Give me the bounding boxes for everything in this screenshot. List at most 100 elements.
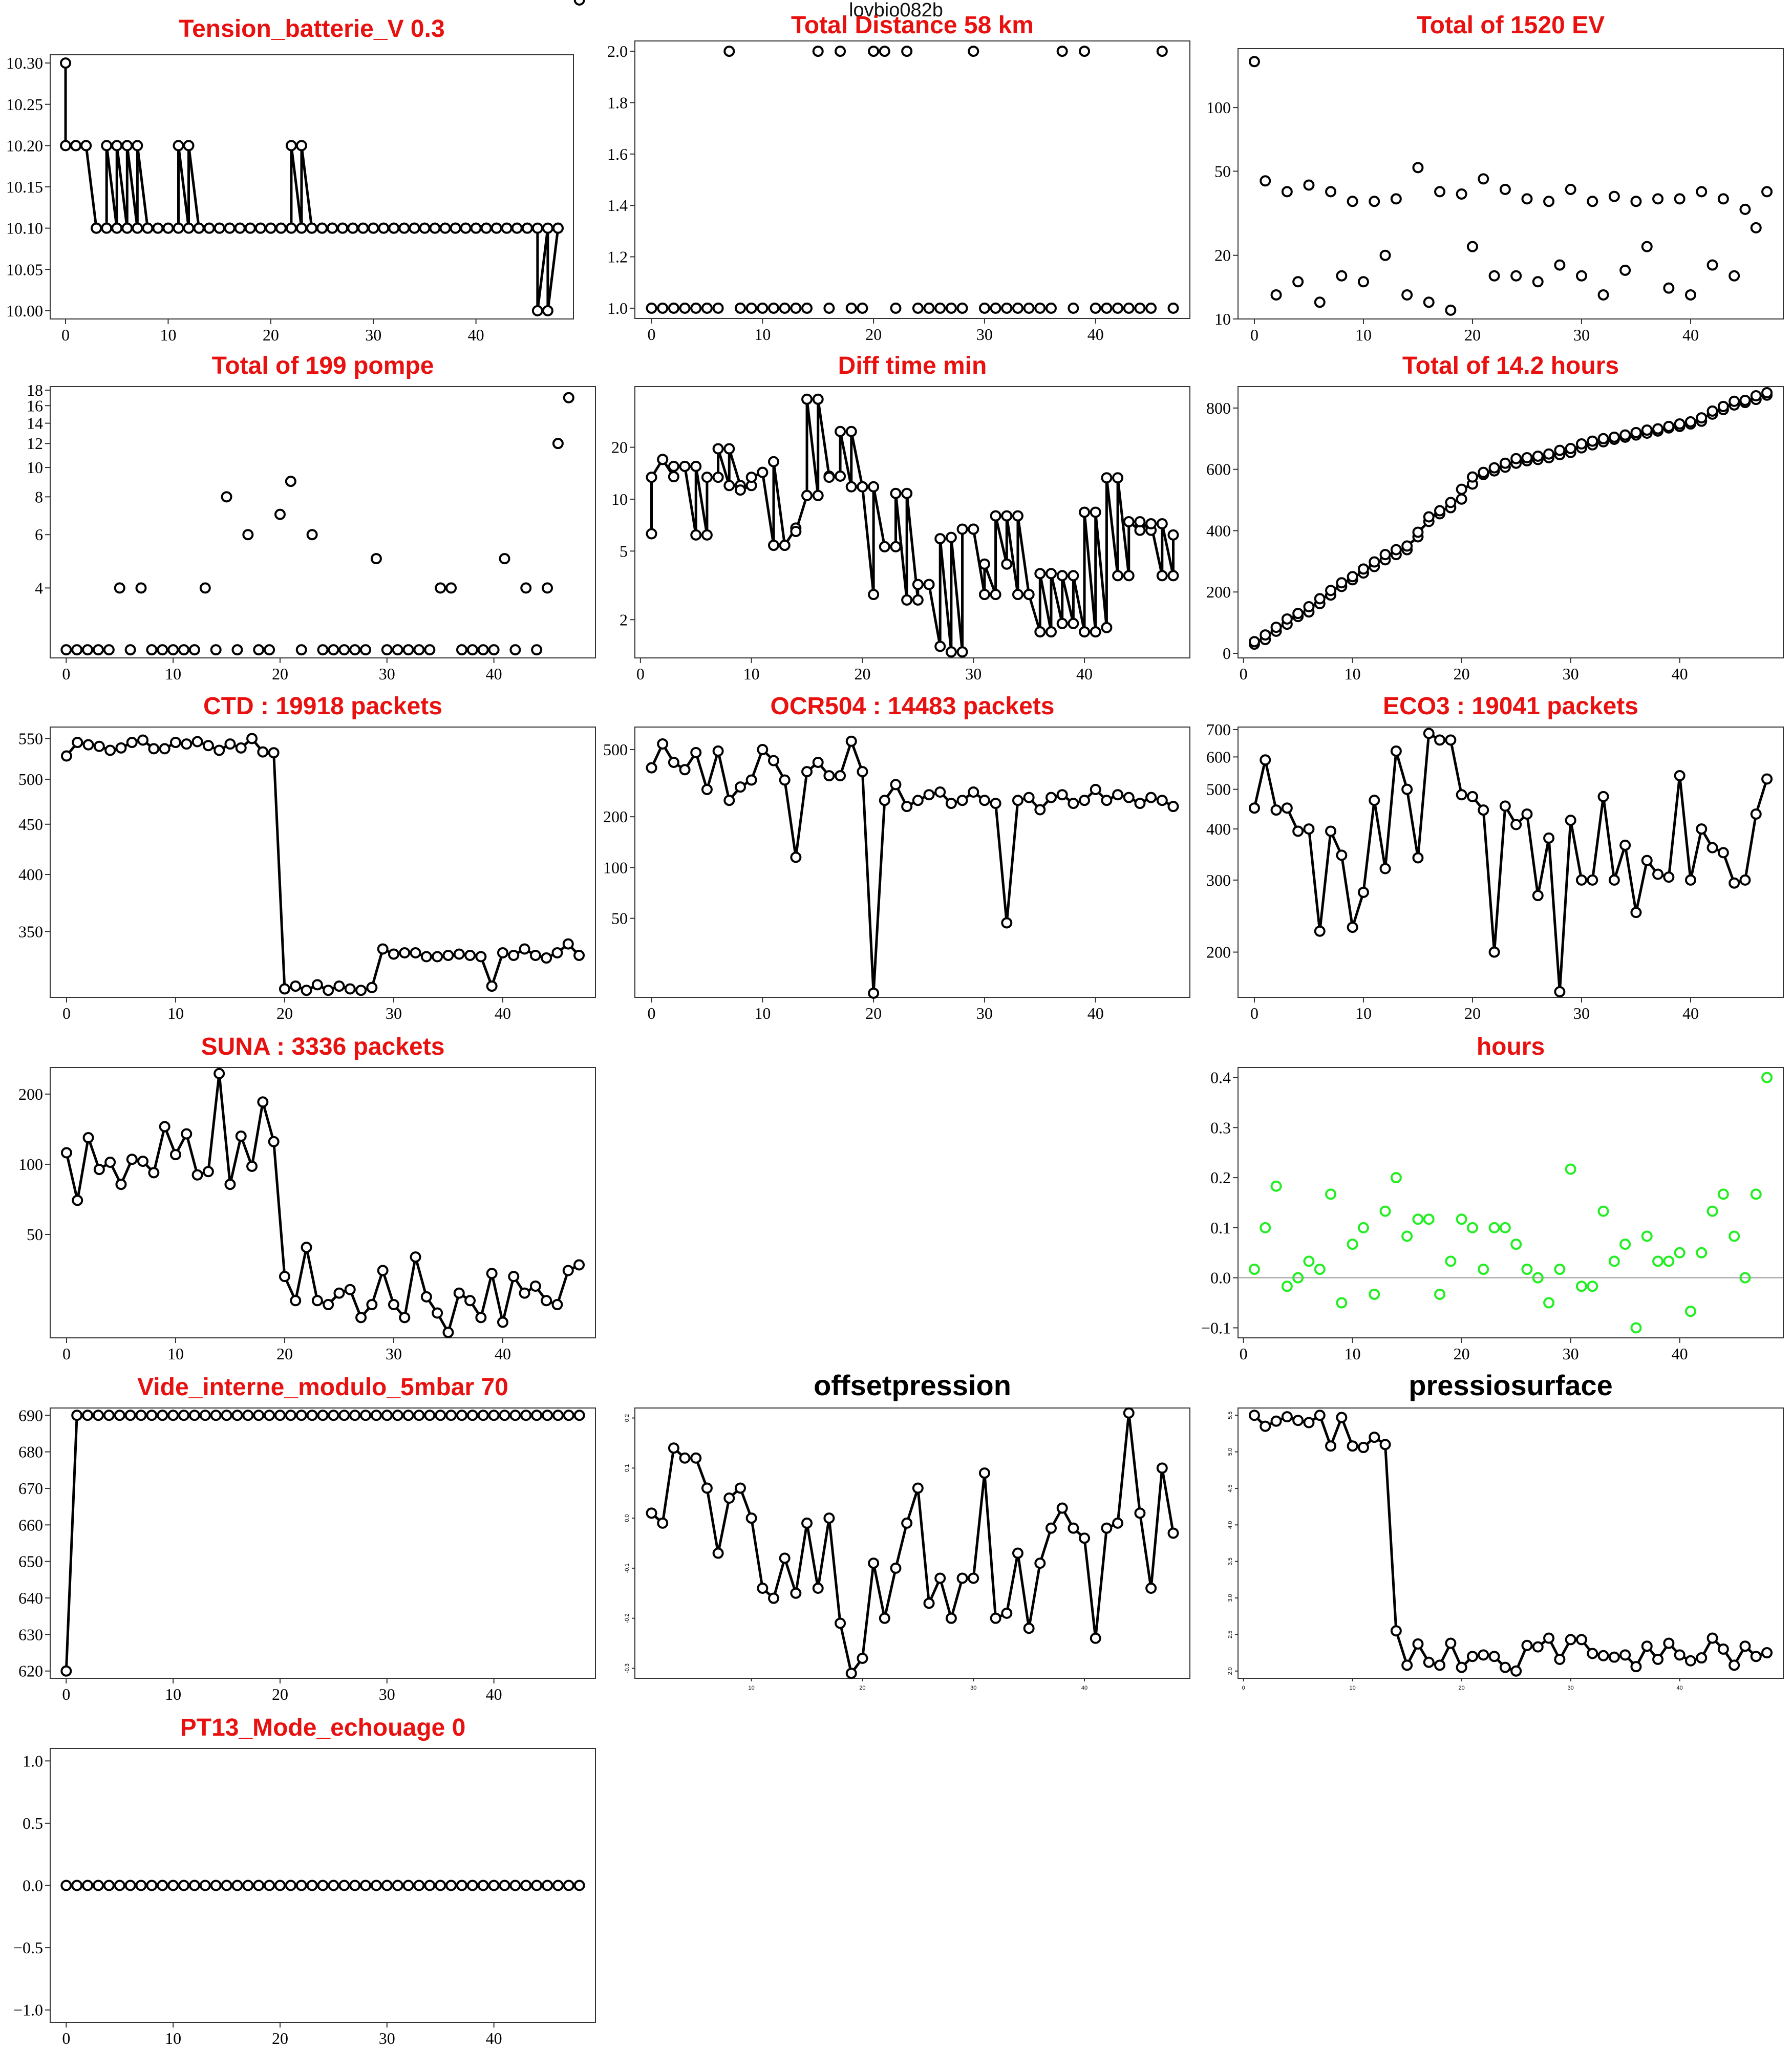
data-point [135, 582, 147, 594]
data-point [1260, 175, 1271, 187]
data-point [1434, 1659, 1446, 1671]
y-tick-label: 680 [18, 1443, 43, 1461]
data-point [890, 302, 902, 314]
data-point [1510, 1239, 1522, 1250]
data-point [1630, 426, 1642, 438]
data-point [111, 140, 123, 152]
data-point [734, 781, 746, 793]
data-point [508, 949, 520, 961]
y-tick-label: 400 [18, 865, 43, 884]
y-tick-label: 5.5 [1227, 1412, 1233, 1419]
data-point [285, 140, 297, 152]
data-point [679, 764, 691, 776]
data-point [934, 533, 946, 545]
data-point [173, 140, 184, 152]
data-point [563, 1410, 574, 1421]
data-point [968, 786, 979, 798]
y-tick-label: 0.5 [23, 1814, 43, 1832]
y-tick-label: 400 [1206, 521, 1231, 540]
data-point [453, 948, 465, 960]
data-point [242, 529, 254, 541]
y-tick-label: 630 [18, 1625, 43, 1644]
data-point [1145, 1583, 1157, 1594]
data-point [1478, 173, 1489, 185]
data-point [934, 786, 946, 798]
data-point [779, 1552, 791, 1564]
data-point [360, 1410, 372, 1421]
data-point [295, 222, 307, 234]
data-point [1090, 302, 1101, 314]
data-point [114, 1880, 125, 1891]
data-point [480, 222, 492, 234]
data-point [224, 1179, 236, 1190]
data-point [1445, 304, 1457, 316]
data-point [879, 795, 890, 806]
data-point [1597, 289, 1609, 301]
data-point [1521, 808, 1533, 820]
data-point [968, 1572, 979, 1584]
data-point [466, 1880, 478, 1891]
data-point [1499, 800, 1511, 812]
data-point [509, 1880, 521, 1891]
plot-frame [50, 1407, 596, 1679]
data-point [541, 952, 552, 964]
y-tick-label: 100 [603, 858, 628, 877]
x-tick-label: 30 [1568, 1685, 1574, 1691]
x-tick-label: 0 [62, 1345, 71, 1363]
data-point [464, 949, 476, 961]
data-point [1674, 1649, 1686, 1661]
data-point [845, 1668, 857, 1679]
data-point [1554, 1264, 1566, 1275]
x-tick-label: 10 [165, 2029, 181, 2047]
data-point [470, 222, 482, 234]
x-tick-label: 10 [1355, 1004, 1372, 1022]
data-point [1325, 1188, 1337, 1200]
data-point [912, 579, 924, 590]
data-point [1423, 1213, 1435, 1225]
data-point [1466, 791, 1478, 802]
data-point [246, 733, 258, 744]
data-point [723, 480, 735, 492]
data-point [509, 1410, 521, 1421]
plot-frame [50, 386, 596, 658]
x-tick-label: 40 [486, 1685, 502, 1703]
data-point [1056, 1502, 1068, 1514]
data-point [1706, 405, 1718, 417]
data-point [790, 851, 802, 863]
y-tick-label: 10.05 [6, 260, 43, 279]
data-point [1156, 46, 1168, 57]
data-point [1401, 540, 1413, 552]
data-point [1717, 400, 1729, 412]
data-point [306, 1880, 318, 1891]
y-tick-label: 20 [611, 438, 628, 457]
data-point [1134, 798, 1146, 809]
data-point [285, 222, 297, 234]
data-point [890, 487, 902, 499]
data-point [912, 302, 924, 314]
data-point [1292, 1272, 1304, 1284]
data-point [1314, 593, 1326, 605]
data-point [1729, 877, 1740, 889]
data-point [1608, 190, 1620, 202]
y-tick-label: 0.1 [624, 1464, 630, 1472]
data-point [657, 454, 669, 465]
data-point [1412, 162, 1424, 174]
data-point [1663, 1255, 1675, 1267]
plot-frame [50, 1067, 596, 1338]
data-point [1565, 442, 1576, 454]
data-point [945, 798, 957, 809]
data-point [1123, 792, 1135, 803]
data-point [72, 1194, 83, 1206]
y-tick-label: -0.1 [624, 1563, 630, 1573]
data-point [1068, 1522, 1079, 1534]
data-point [1123, 570, 1135, 582]
x-tick-label: 10 [160, 326, 176, 344]
data-point [60, 750, 72, 762]
data-point [191, 1169, 203, 1181]
data-point [1390, 1172, 1402, 1184]
data-point [790, 1587, 802, 1599]
x-tick-label: 20 [859, 1685, 865, 1691]
